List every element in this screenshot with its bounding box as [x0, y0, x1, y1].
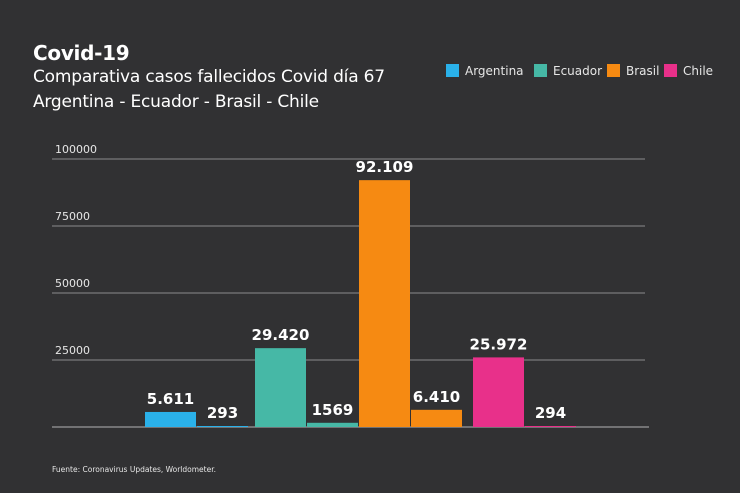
- bar: [145, 411, 196, 427]
- data-label: 5.611: [147, 390, 194, 408]
- y-tick-label: 50000: [55, 277, 90, 290]
- data-label: 92.109: [356, 158, 414, 176]
- data-label: 293: [207, 404, 238, 422]
- data-label: 1569: [312, 401, 354, 419]
- legend-swatch: [446, 64, 459, 77]
- chart-subtitle-line-1: Comparativa casos fallecidos Covid día 6…: [33, 67, 385, 87]
- grid-lines: 25000 50000 75000 100000: [52, 143, 649, 428]
- chart-subtitle-line-2: Argentina - Ecuador - Brasil - Chile: [33, 92, 319, 112]
- legend: Argentina Ecuador Brasil Chile: [446, 64, 713, 78]
- y-tick-label: 100000: [55, 143, 97, 156]
- data-label: 29.420: [252, 326, 310, 344]
- data-label: 294: [535, 404, 566, 422]
- bars: 5.611 293 29.420 1569 92.109 6.410 25.972 294: [145, 158, 576, 427]
- data-label: 25.972: [470, 335, 528, 353]
- y-tick-label: 25000: [55, 344, 90, 357]
- bar: [359, 180, 410, 427]
- legend-label: Argentina: [465, 64, 524, 78]
- chart-title: Covid-19: [33, 41, 130, 65]
- bar: [411, 409, 462, 427]
- legend-label: Brasil: [626, 64, 659, 78]
- data-label: 6.410: [413, 388, 460, 406]
- y-tick-label: 75000: [55, 210, 90, 223]
- bar: [255, 348, 306, 427]
- legend-swatch: [664, 64, 677, 77]
- bar: [307, 422, 358, 427]
- source-note: Fuente: Coronavirus Updates, Worldometer…: [52, 465, 216, 474]
- legend-swatch: [607, 64, 620, 77]
- legend-swatch: [534, 64, 547, 77]
- bar: [473, 357, 524, 427]
- bar: [525, 426, 576, 427]
- legend-label: Ecuador: [553, 64, 602, 78]
- bar: [197, 426, 248, 427]
- legend-label: Chile: [683, 64, 713, 78]
